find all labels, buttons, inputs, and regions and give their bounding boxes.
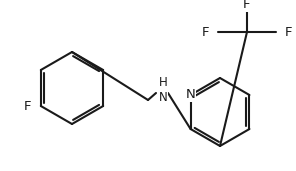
Text: F: F	[285, 25, 292, 38]
Text: F: F	[243, 0, 251, 11]
Text: H
N: H N	[159, 76, 167, 104]
Text: F: F	[202, 25, 209, 38]
Text: N: N	[186, 89, 195, 102]
Text: F: F	[23, 100, 31, 113]
